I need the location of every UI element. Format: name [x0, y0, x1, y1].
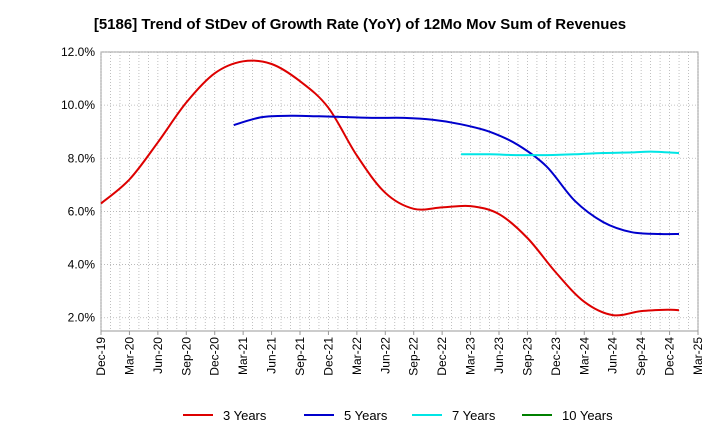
series-lines: [100, 59, 680, 317]
legend-label-5-years: 5 Years: [344, 408, 388, 423]
series-line-7-years: [461, 150, 680, 157]
x-tick-label: Sep-22: [407, 337, 421, 376]
legend-label-3-years: 3 Years: [223, 408, 267, 423]
y-tick-label: 12.0%: [61, 45, 95, 59]
x-tick-label: Jun-21: [265, 337, 279, 374]
x-tick-label: Dec-23: [549, 337, 563, 376]
y-tick-label: 10.0%: [61, 98, 95, 112]
series-line-3-years: [100, 59, 680, 317]
legend: 3 Years 5 Years 7 Years 10 Years: [183, 408, 613, 423]
y-tick-label: 4.0%: [68, 258, 96, 272]
x-tick-label: Mar-21: [236, 337, 250, 375]
x-tick-label: Dec-24: [663, 337, 677, 376]
x-tick-label: Dec-19: [94, 337, 108, 376]
legend-label-7-years: 7 Years: [452, 408, 496, 423]
y-tick-label: 2.0%: [68, 311, 96, 325]
x-tick-label: Mar-25: [691, 337, 705, 375]
y-axis-ticks: 2.0% 4.0% 6.0% 8.0% 10.0% 12.0%: [61, 45, 95, 325]
legend-label-10-years: 10 Years: [562, 408, 613, 423]
x-tick-label: Dec-20: [208, 337, 222, 376]
grid-lines: [100, 51, 699, 331]
x-tick-label: Mar-23: [464, 337, 478, 375]
x-tick-label: Mar-22: [350, 337, 364, 375]
x-tick-label: Sep-21: [293, 337, 307, 376]
x-tick-label: Sep-23: [520, 337, 534, 376]
chart-title: [5186] Trend of StDev of Growth Rate (Yo…: [93, 16, 627, 33]
x-tick-label: Dec-21: [321, 337, 335, 376]
x-tick-label: Sep-24: [634, 337, 648, 376]
y-tick-label: 6.0%: [68, 204, 96, 218]
x-tick-label: Mar-20: [122, 337, 136, 375]
x-tick-label: Jun-20: [151, 337, 165, 374]
series-line-5-years: [233, 114, 680, 236]
x-tick-label: Mar-24: [577, 337, 591, 375]
x-axis-ticks: Dec-19 Mar-20 Jun-20 Sep-20 Dec-20 Mar-21 Jun-…: [94, 331, 705, 376]
x-tick-label: Dec-22: [435, 337, 449, 376]
y-tick-label: 8.0%: [68, 151, 96, 165]
x-tick-label: Jun-24: [606, 337, 620, 374]
x-tick-label: Jun-23: [492, 337, 506, 374]
x-tick-label: Jun-22: [378, 337, 392, 374]
x-tick-label: Sep-20: [179, 337, 193, 376]
plot-area: [100, 51, 699, 332]
